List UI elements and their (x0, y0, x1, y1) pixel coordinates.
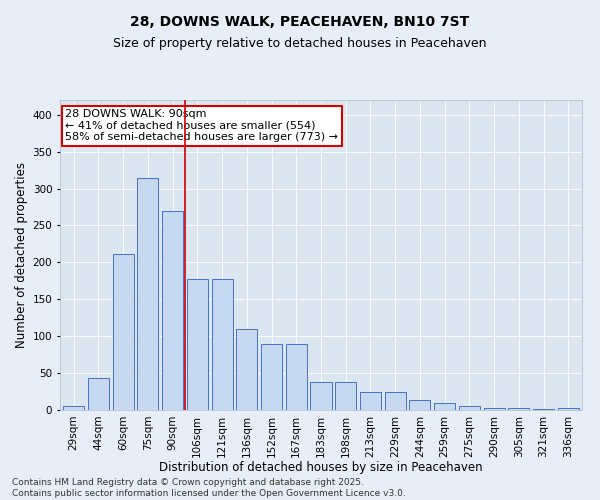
Bar (212, 278, 233, 410)
Bar (310, 382, 332, 410)
Bar (261, 344, 282, 410)
Bar (434, 402, 455, 410)
Bar (236, 329, 257, 410)
Bar (335, 382, 356, 410)
Text: Contains HM Land Registry data © Crown copyright and database right 2025.
Contai: Contains HM Land Registry data © Crown c… (12, 478, 406, 498)
Bar (137, 178, 158, 410)
Text: 28 DOWNS WALK: 90sqm
← 41% of detached houses are smaller (554)
58% of semi-deta: 28 DOWNS WALK: 90sqm ← 41% of detached h… (65, 110, 338, 142)
Bar (459, 406, 480, 410)
Bar (360, 392, 381, 410)
Bar (385, 392, 406, 410)
Bar (88, 378, 109, 410)
Bar (286, 344, 307, 410)
X-axis label: Distribution of detached houses by size in Peacehaven: Distribution of detached houses by size … (159, 461, 483, 474)
Bar (558, 408, 579, 410)
Bar (484, 408, 505, 410)
Text: 28, DOWNS WALK, PEACEHAVEN, BN10 7ST: 28, DOWNS WALK, PEACEHAVEN, BN10 7ST (130, 15, 470, 29)
Bar (508, 408, 529, 410)
Bar (63, 406, 84, 410)
Bar (187, 278, 208, 410)
Y-axis label: Number of detached properties: Number of detached properties (16, 162, 28, 348)
Bar (162, 210, 183, 410)
Bar (113, 254, 134, 410)
Text: Size of property relative to detached houses in Peacehaven: Size of property relative to detached ho… (113, 38, 487, 51)
Bar (409, 400, 430, 410)
